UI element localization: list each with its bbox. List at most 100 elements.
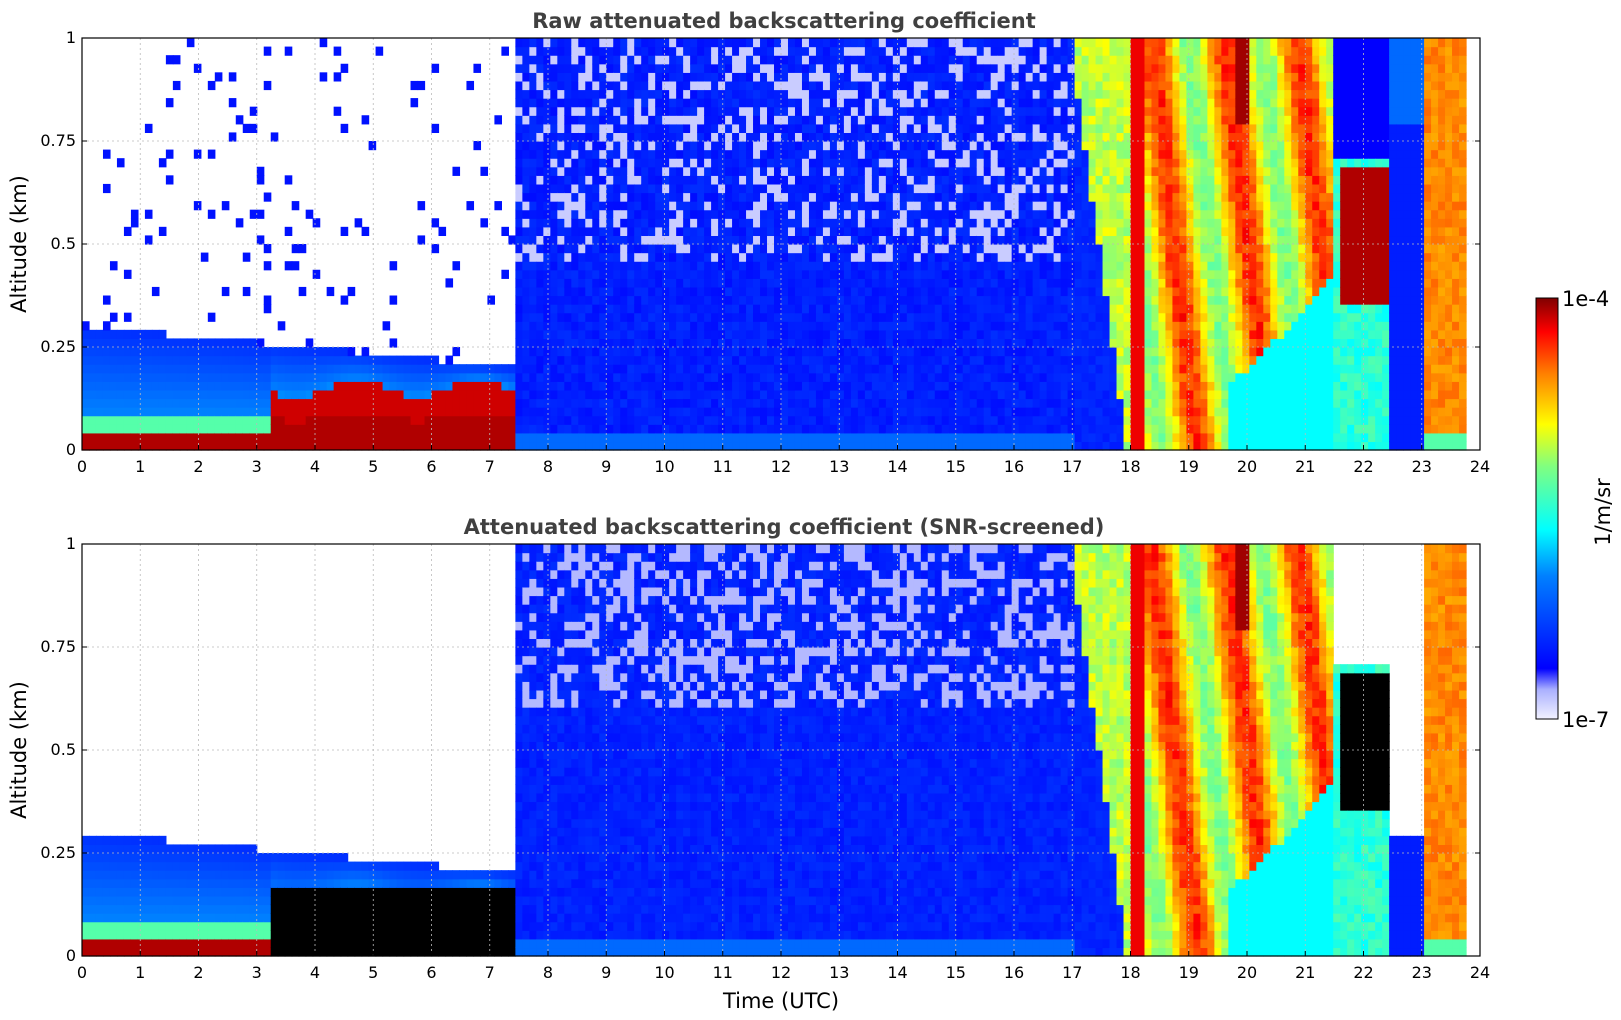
heatmap-cell <box>550 89 558 99</box>
heatmap-cell <box>955 201 964 211</box>
heatmap-cell <box>774 149 782 159</box>
heatmap-cell <box>815 432 824 443</box>
heatmap-cell <box>515 424 523 434</box>
heatmap-cell <box>1046 261 1055 271</box>
heatmap-cell <box>592 123 600 134</box>
heatmap-cell <box>913 372 922 382</box>
heatmap-cell <box>997 201 1006 211</box>
heatmap-cell <box>704 407 712 417</box>
heatmap-cell <box>298 372 307 382</box>
heatmap-cell <box>718 63 726 73</box>
heatmap-cell <box>375 441 384 451</box>
heatmap-cell <box>962 89 971 99</box>
heatmap-cell <box>627 278 635 288</box>
heatmap-cell <box>501 46 509 56</box>
heatmap-cell <box>850 312 859 322</box>
heatmap-cell <box>808 415 817 425</box>
heatmap-cell <box>941 286 950 297</box>
heatmap-cell <box>864 209 873 219</box>
heatmap-cell <box>277 415 286 425</box>
heatmap-cell <box>983 355 992 365</box>
heatmap-cell <box>158 407 167 417</box>
heatmap-cell <box>892 183 901 194</box>
heatmap-cell <box>718 123 726 134</box>
heatmap-cell <box>613 218 621 228</box>
heatmap-cell <box>382 364 391 374</box>
heatmap-cell <box>431 389 440 400</box>
heatmap-cell <box>990 364 999 374</box>
heatmap-cell <box>529 321 537 331</box>
heatmap-cell <box>319 424 328 434</box>
heatmap-cell <box>857 304 866 314</box>
heatmap-cell <box>522 175 530 185</box>
heatmap-cell <box>501 372 509 382</box>
heatmap-cell <box>340 398 349 408</box>
heatmap-cell <box>1095 72 1104 82</box>
heatmap-cell <box>151 364 160 374</box>
heatmap-cell <box>312 415 321 425</box>
heatmap-cell <box>948 389 957 400</box>
heatmap-cell <box>1102 141 1111 151</box>
heatmap-cell <box>976 132 985 142</box>
heatmap-cell <box>557 166 565 176</box>
heatmap-cell <box>829 321 838 331</box>
heatmap-cell <box>1109 329 1118 340</box>
heatmap-cell <box>459 372 468 382</box>
heatmap-cell <box>417 432 426 443</box>
heatmap-cell <box>697 218 705 228</box>
heatmap-cell <box>718 261 726 271</box>
heatmap-cell <box>1025 286 1034 297</box>
heatmap-cell <box>1025 55 1034 65</box>
heatmap-cell <box>822 441 831 451</box>
heatmap-cell <box>445 424 454 434</box>
heatmap-cell <box>822 38 831 48</box>
heatmap-cell <box>585 286 593 297</box>
heatmap-cell <box>1004 441 1013 451</box>
heatmap-cell <box>753 201 761 211</box>
heatmap-cell <box>606 321 614 331</box>
heatmap-cell <box>564 209 572 219</box>
heatmap-cell <box>242 286 251 297</box>
heatmap-cell <box>857 321 866 331</box>
heatmap-cell <box>934 106 943 116</box>
heatmap-cell <box>843 286 852 297</box>
heatmap-cell <box>1060 132 1069 142</box>
heatmap-cell <box>284 364 293 374</box>
heatmap-cell <box>997 89 1006 99</box>
heatmap-cell <box>641 209 649 219</box>
heatmap-cell <box>1046 381 1055 391</box>
heatmap-cell <box>676 364 684 374</box>
heatmap-cell <box>767 166 775 176</box>
heatmap-cell <box>1032 115 1041 125</box>
heatmap-cell <box>256 235 265 245</box>
heatmap-cell <box>913 201 922 211</box>
heatmap-cell <box>892 364 901 374</box>
heatmap-cell <box>1074 415 1083 425</box>
heatmap-cell <box>1109 183 1118 194</box>
heatmap-cell <box>739 209 747 219</box>
heatmap-cell <box>193 389 202 400</box>
heatmap-cell <box>822 286 831 297</box>
heatmap-cell <box>186 441 195 451</box>
heatmap-cell <box>592 158 600 168</box>
heatmap-cell <box>794 235 803 245</box>
heatmap-cell <box>808 347 817 357</box>
heatmap-cell <box>711 115 719 125</box>
heatmap-cell <box>165 355 174 365</box>
heatmap-cell <box>536 424 544 434</box>
heatmap-cell <box>1095 209 1104 219</box>
heatmap-cell <box>711 278 719 288</box>
heatmap-cell <box>242 398 251 408</box>
heatmap-cell <box>857 98 866 108</box>
heatmap-cell <box>836 123 845 134</box>
heatmap-cell <box>746 424 754 434</box>
heatmap-cell <box>676 183 684 194</box>
heatmap-cell <box>955 89 964 99</box>
heatmap-cell <box>627 132 635 142</box>
heatmap-cell <box>1088 424 1097 434</box>
heatmap-cell <box>193 149 202 159</box>
heatmap-cell <box>123 269 132 279</box>
heatmap-cell <box>976 166 985 176</box>
heatmap-cell <box>648 38 656 48</box>
heatmap-cell <box>536 89 544 99</box>
